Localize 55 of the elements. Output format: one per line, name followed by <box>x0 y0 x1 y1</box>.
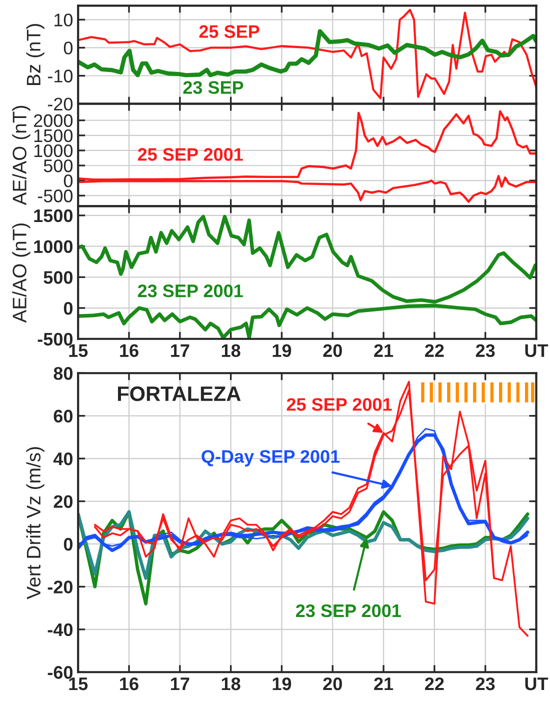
series-label: 23 SEP <box>183 81 244 94</box>
y-tick-label: 1500 <box>34 209 73 222</box>
y-tick-label: 20 <box>54 495 72 508</box>
x-tick-label: 19 <box>272 344 292 358</box>
x-tick-label: 22 <box>425 677 444 690</box>
x-tick-label: 15 <box>69 344 88 358</box>
y-tick-label: -500 <box>38 190 73 202</box>
series-label: 25 SEP 2001 <box>138 148 243 161</box>
x-tick-label: 17 <box>171 344 190 357</box>
x-tick-label: 23 <box>476 344 495 358</box>
x-tick-label: 21 <box>374 344 394 357</box>
y-tick-label: 40 <box>53 452 72 466</box>
y-tick-label: 0 <box>64 302 72 315</box>
x-tick-label: 20 <box>323 677 342 690</box>
series-label: 25 SEP <box>199 25 260 38</box>
x-tick-label: 15 <box>69 678 88 690</box>
y-tick-label: 2000 <box>34 114 73 128</box>
x-tick-label: 18 <box>222 344 240 358</box>
series-label: 23 SEP 2001 <box>138 284 243 298</box>
x-tick-label: 16 <box>120 344 138 358</box>
x-tick-label: UT <box>525 678 548 690</box>
text: Q-Day SEP 2001 <box>202 450 340 466</box>
y-tick-label: -60 <box>48 666 72 679</box>
y-tick-label: 0 <box>64 42 73 54</box>
x-tick-label: 19 <box>272 677 292 690</box>
y-tick-label: 60 <box>54 410 72 423</box>
x-tick-label: 20 <box>323 344 342 358</box>
y-tick-label: 1000 <box>34 144 73 158</box>
y-tick-label: -20 <box>48 580 72 594</box>
y-tick-label: 80 <box>54 367 72 380</box>
y-tick-label: -500 <box>38 332 73 346</box>
y-axis-title: Vert Drift Vz (m/s) <box>26 447 44 600</box>
y-tick-label: 500 <box>44 159 73 172</box>
y-tick-label: 1500 <box>34 129 73 142</box>
y-tick-label: 10 <box>54 14 73 26</box>
text: 23 SEP 2001 <box>296 604 401 618</box>
y-tick-label: 0 <box>64 538 72 551</box>
y-tick-label: -10 <box>48 70 73 82</box>
y-axis-title: Bz (nT) <box>26 24 44 85</box>
annotation: FORTALEZA <box>118 386 241 402</box>
y-tick-label: 0 <box>64 174 73 188</box>
x-tick-label: 23 <box>476 677 495 690</box>
y-tick-label: -40 <box>48 623 72 636</box>
y-tick-label: 1000 <box>34 240 73 253</box>
y-tick-label: 500 <box>44 271 72 284</box>
x-tick-label: 17 <box>171 678 190 690</box>
y-tick-label: -20 <box>48 98 73 110</box>
series-label: 25 SEP 2001 <box>286 398 392 411</box>
x-tick-label: 16 <box>120 677 138 690</box>
x-tick-label: 18 <box>222 677 240 690</box>
y-axis-title: AE/AO (nT) <box>12 223 30 323</box>
x-tick-label: UT <box>525 344 548 358</box>
x-tick-label: 22 <box>425 344 444 357</box>
y-axis-title: AE/AO (nT) <box>12 106 30 206</box>
x-tick-label: 21 <box>374 677 394 690</box>
